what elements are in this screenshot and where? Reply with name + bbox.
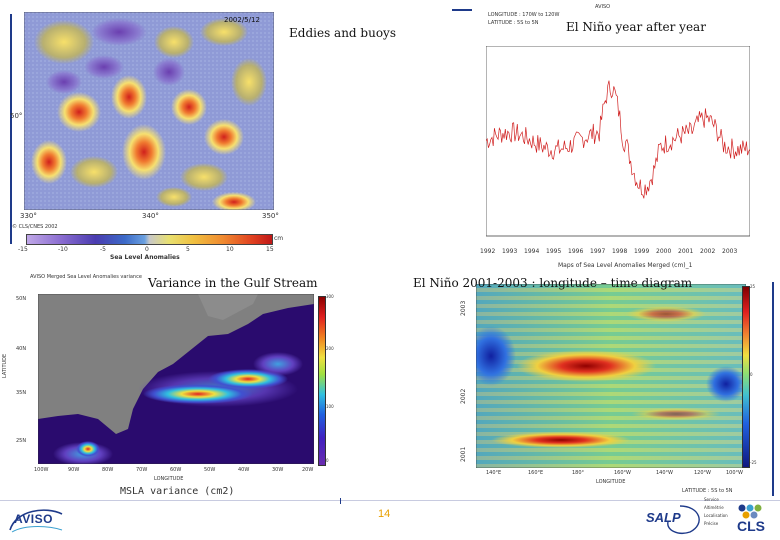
gulf-ytick-40: 40N (16, 346, 27, 352)
hov-year-2001: 2001 (460, 446, 467, 462)
ts-header-line2: LATITUDE : 5S to 5N (488, 20, 539, 26)
gulf-map (38, 294, 314, 464)
elnino-ts-chart: 2512.50-12.5-25 (486, 46, 750, 237)
ts-year-labels: 1992 1993 1994 1995 1996 1997 1998 1999 … (480, 248, 738, 255)
hov-xlabel: LONGITUDE (596, 479, 626, 485)
aviso-text: AVISO (14, 512, 53, 526)
eddy-blobs (31, 18, 267, 210)
gulf-ytick-35: 35N (16, 390, 27, 396)
hov-year-2003: 2003 (460, 300, 467, 316)
eddies-lon-340: 340° (142, 212, 159, 220)
salp-text: SALP (646, 510, 681, 525)
caption-elnino-ts: El Niño year after year (566, 20, 706, 34)
eddies-panel: 2002/5/12 50° 330° 340° 350° © CLS/CNES … (0, 0, 290, 262)
hovmoller-panel: 2003 2002 2001 25 0 -25 140°E 160°E 180°… (456, 284, 776, 498)
ts-header-line1: LONGITUDE : 170W to 120W (488, 12, 560, 18)
footer-rule (0, 500, 780, 501)
hov-colorbar (742, 286, 750, 468)
gulf-ytick-25: 25N (16, 438, 27, 444)
salp-logo: SALP Service Altimétrie Localisation Pré… (646, 497, 728, 536)
eddies-lon-350: 350° (262, 212, 279, 220)
gulf-colorbar (318, 296, 326, 466)
eddies-map: 2002/5/12 (24, 12, 274, 210)
eddies-colorbar-unit: cm (274, 235, 284, 242)
eddies-lon-330: 330° (20, 212, 37, 220)
eddies-colorbar-ticks: -15 -10 -5 0 5 10 15 (18, 246, 274, 253)
ts-footer: Maps of Sea Level Anomalies Merged (cm)_… (558, 262, 693, 269)
salp-subtext: Service Altimétrie Localisation Précise (704, 497, 728, 526)
hov-year-2002: 2002 (460, 388, 467, 404)
hovmoller-diagram (476, 284, 746, 468)
ts-header-right: AVISO (595, 4, 611, 10)
aviso-swoosh-icon (9, 509, 63, 533)
eddies-copyright: © CLS/CNES 2002 (12, 224, 58, 230)
caption-hovmoller: El Niño 2001-2003 : longitude – time dia… (413, 276, 693, 290)
gulf-header: AVISO Merged Sea Level Anomalies varianc… (30, 274, 142, 280)
caption-gulf: Variance in the Gulf Stream (148, 276, 318, 290)
hov-colorbar-ticks: 25 0 -25 (750, 284, 757, 465)
blue-top-rule (452, 9, 472, 11)
north-america-land (38, 294, 314, 434)
footer-center-divider (340, 498, 341, 504)
cls-dots-icon (738, 504, 762, 519)
hov-footer: LATITUDE : 5S to 5N (682, 488, 733, 494)
caption-eddies: Eddies and buoys (289, 26, 396, 40)
eddies-colorbar-title: Sea Level Anomalies (110, 254, 180, 261)
cls-logo: CLS (734, 503, 778, 537)
eddies-date: 2002/5/12 (224, 16, 260, 24)
hov-xticks: 140°E 160°E 180° 160°W 140°W 120°W 100°W (486, 470, 743, 476)
elnino-ts-panel: LONGITUDE : 170W to 120W LATITUDE : 5S t… (470, 4, 760, 272)
cls-text: CLS (737, 518, 765, 534)
blue-right-rule (772, 282, 774, 496)
salp-swirl-icon (667, 505, 700, 534)
elnino-series-line (486, 80, 750, 199)
gulf-ytick-50: 50N (16, 296, 27, 302)
page-number: 14 (378, 508, 391, 520)
eddies-colorbar (26, 234, 273, 245)
blue-side-rule (10, 14, 12, 244)
aviso-logo: AVISO (6, 504, 66, 534)
gulf-ylabel: LATITUDE (2, 353, 8, 378)
gulf-footer: MSLA variance (cm2) (120, 486, 235, 497)
gulf-colorbar-ticks: 300 200 100 0 (326, 294, 334, 463)
gulf-panel: AVISO Merged Sea Level Anomalies varianc… (2, 274, 340, 500)
gulf-xticks: 100W 90W 80W 70W 60W 50W 40W 30W 20W (34, 467, 314, 473)
gulf-xlabel: LONGITUDE (154, 476, 184, 482)
eddies-lat-label: 50° (10, 112, 23, 120)
